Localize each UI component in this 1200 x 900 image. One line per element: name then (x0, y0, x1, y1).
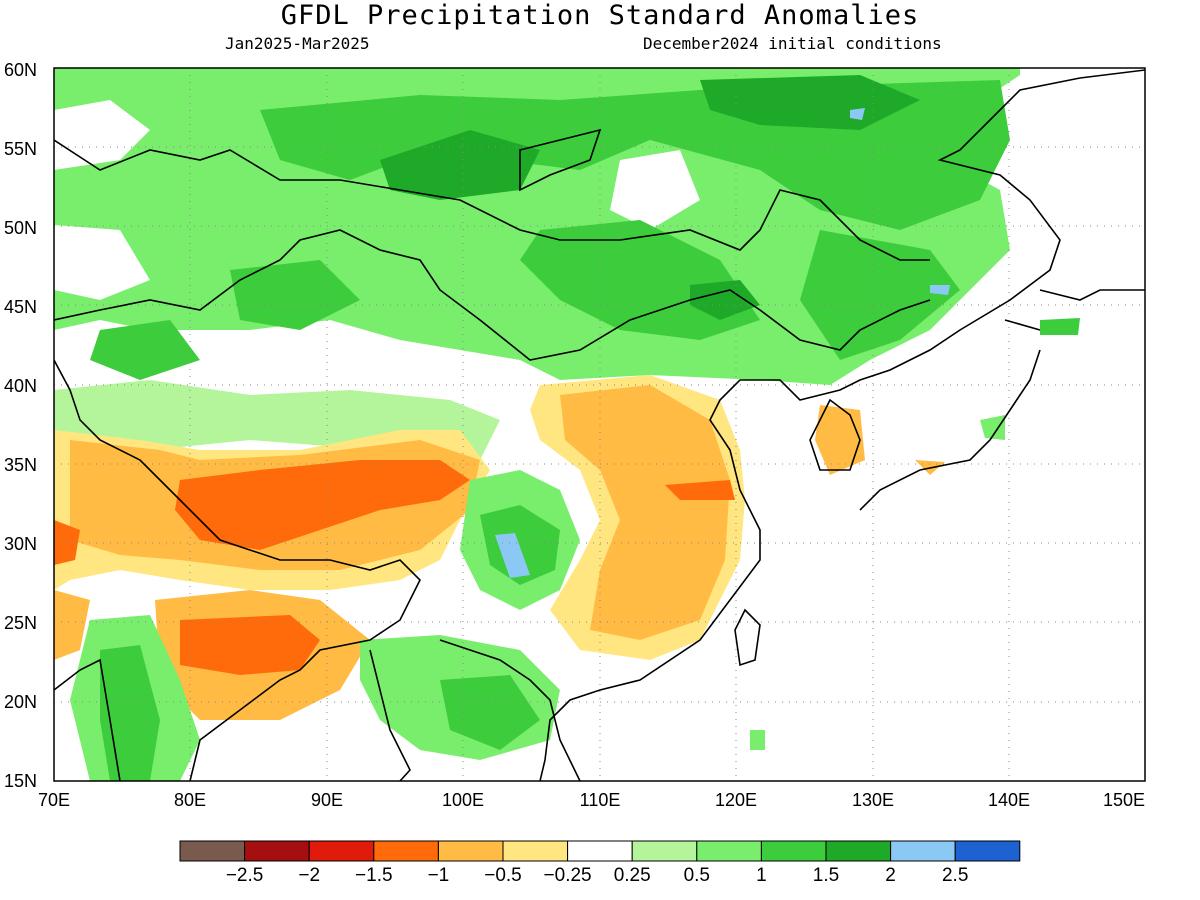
lat-tick-45n: 45N (4, 297, 37, 317)
plot-frame (53, 67, 1146, 782)
colorbar-swatch (954, 840, 1021, 862)
lon-tick-140e: 140E (988, 790, 1030, 810)
lon-tick-150e: 150E (1103, 790, 1145, 810)
colorbar-swatch (308, 840, 375, 862)
lat-tick-labels: 60N 55N 50N 45N 40N 35N 30N 25N 20N 15N (4, 60, 37, 791)
colorbar-swatch (696, 840, 762, 862)
initial-conditions: December2024 initial conditions (643, 34, 942, 53)
colorbar-label: −2.5 (226, 865, 264, 886)
lat-tick-40n: 40N (4, 376, 37, 396)
lat-tick-35n: 35N (4, 455, 37, 475)
map-title: GFDL Precipitation Standard Anomalies (280, 0, 920, 31)
colorbar-label: 0.5 (684, 865, 710, 886)
colorbar-label: 1.5 (813, 865, 839, 886)
colorbar-label: −1 (428, 865, 450, 886)
coastlines (54, 69, 1145, 781)
colorbar-swatch (890, 840, 956, 862)
colorbar-label: −2 (298, 865, 320, 886)
lat-tick-55n: 55N (4, 139, 37, 159)
colorbar-label: 2.5 (942, 865, 968, 886)
colorbar-swatch (631, 840, 698, 862)
colorbar-swatch (567, 840, 633, 862)
lat-tick-15n: 15N (4, 771, 37, 791)
colorbar-swatch (244, 840, 310, 862)
colorbar-label: 2 (885, 865, 896, 886)
colorbar: −2.5 −2 −1.5 −1 −0.5 −0.25 0.25 0.5 1 1.5 2 2.5 (179, 840, 1021, 886)
colorbar-swatch (760, 840, 827, 862)
colorbar-label: 1 (756, 865, 767, 886)
forecast-period: Jan2025-Mar2025 (225, 34, 370, 53)
colorbar-label: −0.5 (484, 865, 522, 886)
lat-tick-30n: 30N (4, 534, 37, 554)
lon-tick-90e: 90E (311, 790, 343, 810)
lon-tick-100e: 100E (442, 790, 484, 810)
anomaly-field (54, 68, 1145, 781)
colorbar-swatch (373, 840, 439, 862)
colorbar-label: −0.25 (544, 865, 592, 886)
lat-tick-20n: 20N (4, 692, 37, 712)
lat-tick-60n: 60N (4, 60, 37, 80)
colorbar-label: −1.5 (355, 865, 393, 886)
lon-tick-120e: 120E (715, 790, 757, 810)
colorbar-label: 0.25 (614, 865, 651, 886)
lat-tick-25n: 25N (4, 613, 37, 633)
lon-tick-130e: 130E (852, 790, 894, 810)
lon-tick-70e: 70E (38, 790, 70, 810)
lon-tick-labels: 70E 80E 90E 100E 110E 120E 130E 140E 150… (38, 790, 1145, 810)
colorbar-swatch (179, 840, 246, 862)
lon-tick-80e: 80E (174, 790, 206, 810)
colorbar-swatch (502, 840, 569, 862)
colorbar-swatch (825, 840, 892, 862)
colorbar-swatch (437, 840, 504, 862)
lat-tick-50n: 50N (4, 218, 37, 238)
lon-tick-110e: 110E (580, 790, 621, 810)
